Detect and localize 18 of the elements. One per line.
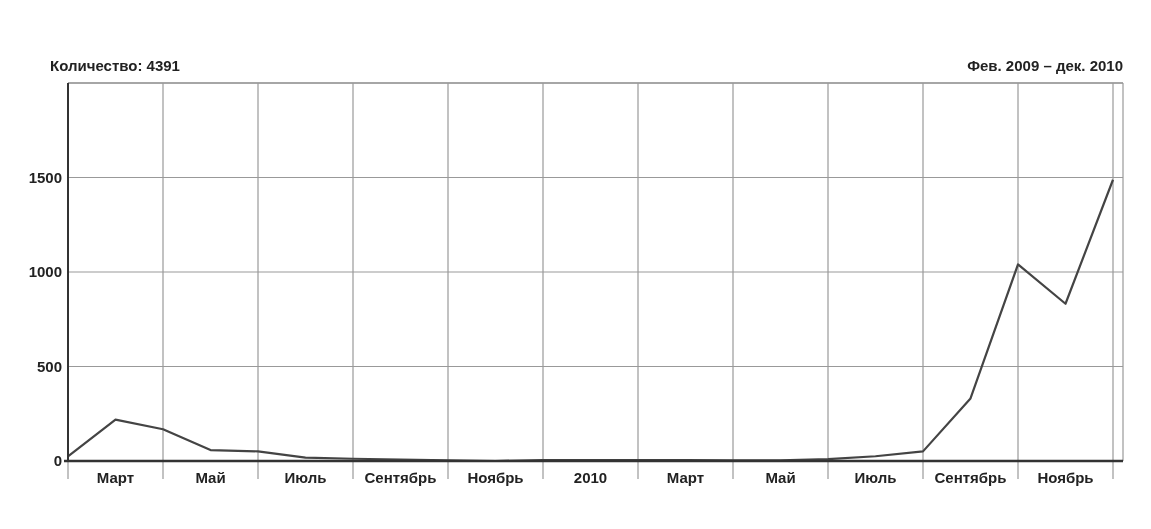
- x-tick-label: Сентябрь: [934, 469, 1007, 486]
- x-tick-label: Ноябрь: [467, 469, 524, 486]
- x-tick-label: Март: [96, 469, 135, 486]
- x-tick-label: Май: [765, 469, 796, 486]
- y-tick-label: 500: [36, 357, 62, 375]
- x-tick-label: Май: [195, 469, 226, 486]
- chart-title: Количество: 4391: [50, 57, 180, 74]
- y-tick-label: 1500: [28, 168, 62, 186]
- x-tick-label: 2010: [573, 469, 608, 486]
- x-tick-label: Ноябрь: [1037, 469, 1094, 486]
- y-tick-label: 0: [53, 452, 62, 470]
- x-tick-label: Июль: [854, 469, 897, 486]
- x-tick-label: Март: [666, 469, 705, 486]
- line-series: [66, 178, 1115, 463]
- chart-subtitle: Фев. 2009 – дек. 2010: [967, 57, 1123, 74]
- y-tick-label: 1000: [28, 263, 62, 281]
- x-tick-label: Июль: [284, 469, 327, 486]
- x-tick-label: Сентябрь: [364, 469, 437, 486]
